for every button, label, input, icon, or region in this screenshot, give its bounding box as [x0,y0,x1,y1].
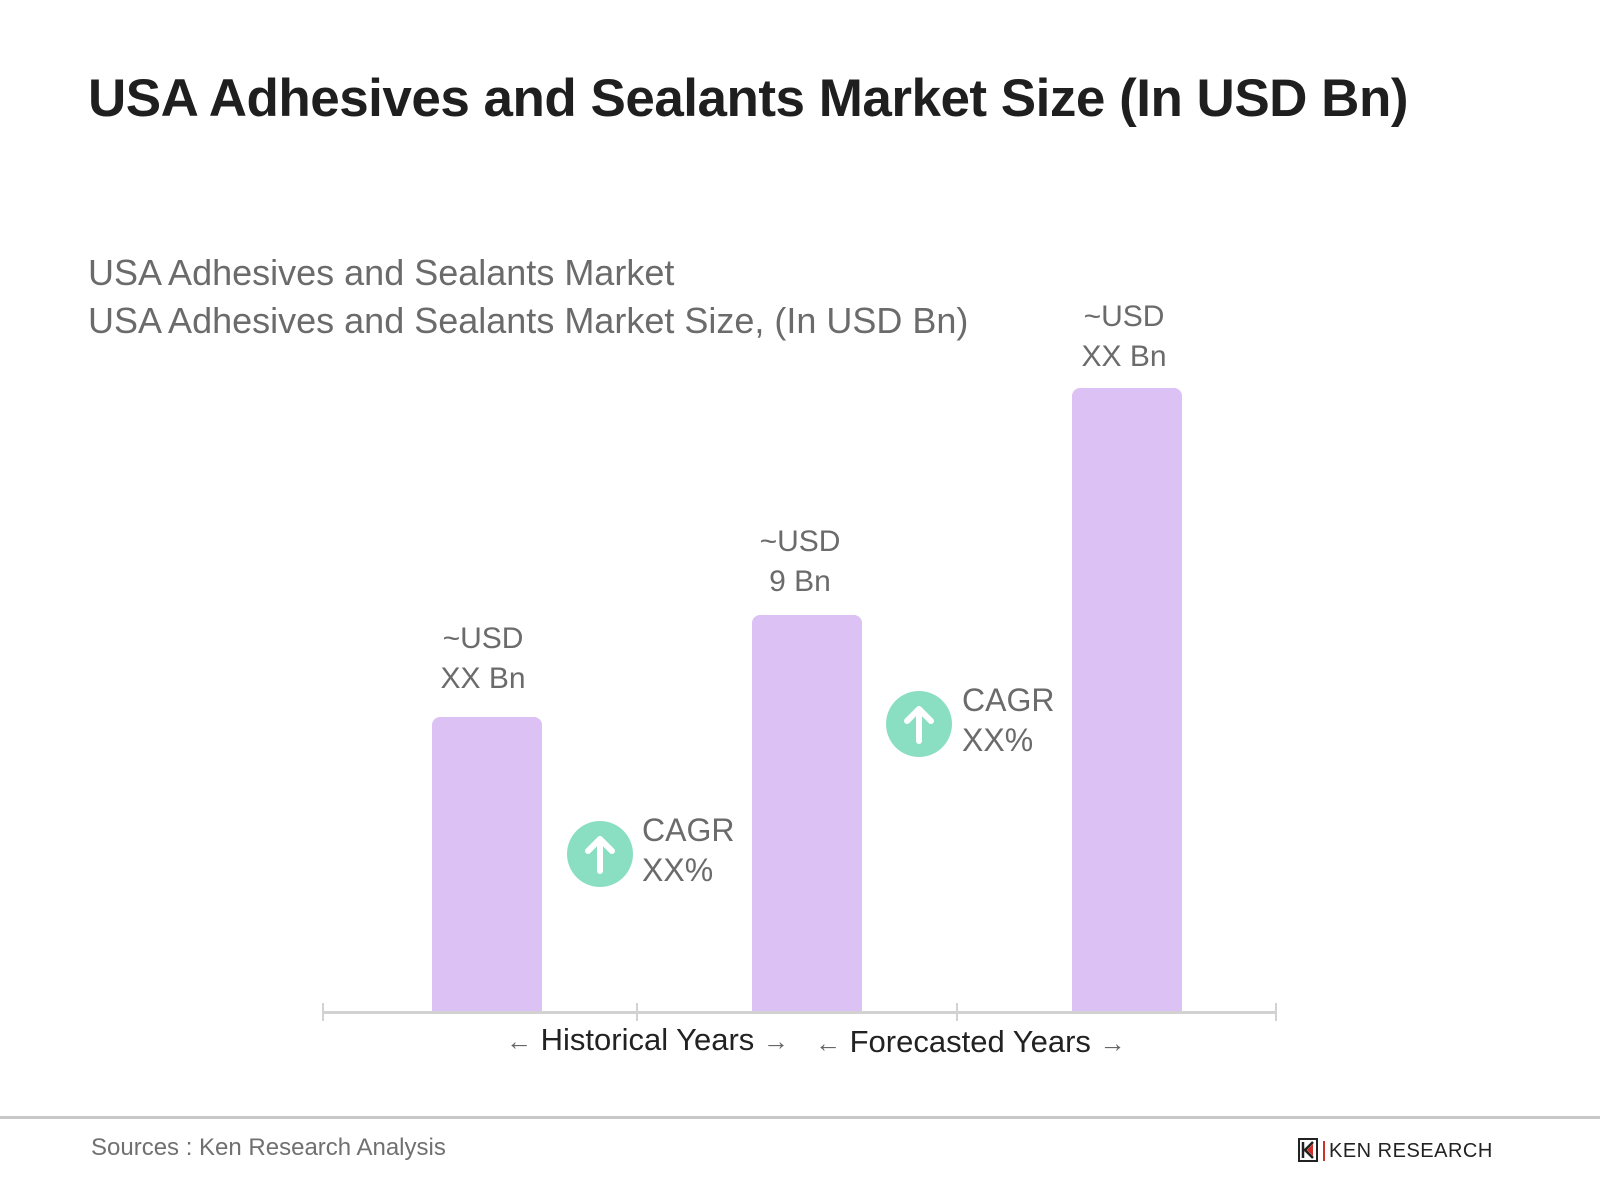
forecasted-text: Forecasted Years [849,1024,1091,1059]
cagr-label: CAGR [962,682,1055,718]
logo-divider [1323,1141,1325,1161]
axis-tick [322,1003,324,1021]
footer-divider [0,1116,1600,1119]
axis-tick [1275,1003,1277,1021]
cagr-value: XX% [642,852,714,888]
bar-label-line1: ~USD [442,622,524,655]
bar-historical [432,717,542,1012]
cagr-label: CAGR [642,812,735,848]
bar-base [752,615,862,1012]
x-axis [323,1011,1277,1014]
chart-subtitle-1: USA Adhesives and Sealants Market [88,252,675,293]
right-arrow-icon: → [762,1026,789,1056]
bar-label-line1: ~USD [1083,300,1165,333]
page-title: USA Adhesives and Sealants Market Size (… [88,69,1408,128]
bar-label-historical: ~USD XX Bn [393,619,573,699]
forecasted-years-label: ← Forecasted Years → [815,1024,1126,1060]
ken-research-logo: KEN RESEARCH [1298,1138,1493,1164]
historical-years-label: ← Historical Years → [506,1022,789,1058]
ken-logo-icon [1298,1138,1318,1162]
bar-label-forecast: ~USD XX Bn [1034,297,1214,377]
source-note: Sources : Ken Research Analysis [91,1134,446,1161]
cagr-value: XX% [962,722,1034,758]
cagr-up-arrow-icon [886,691,952,757]
cagr-text-1: CAGR XX% [642,810,734,890]
historical-text: Historical Years [540,1022,755,1057]
bar-label-line1: ~USD [759,525,841,558]
chart-subtitle-2: USA Adhesives and Sealants Market Size, … [88,300,969,341]
cagr-up-arrow-icon [567,821,633,887]
bar-label-line2: XX Bn [1081,340,1167,373]
bar-forecast [1072,388,1182,1012]
axis-tick [956,1003,958,1021]
right-arrow-icon: → [1099,1028,1126,1058]
bar-label-base: ~USD 9 Bn [710,522,890,602]
left-arrow-icon: ← [506,1026,532,1056]
left-arrow-icon: ← [815,1028,841,1058]
bar-label-line2: XX Bn [440,662,526,695]
axis-tick [636,1003,638,1021]
logo-text: KEN RESEARCH [1329,1139,1493,1162]
cagr-text-2: CAGR XX% [962,680,1054,760]
bar-label-line2: 9 Bn [769,565,831,598]
